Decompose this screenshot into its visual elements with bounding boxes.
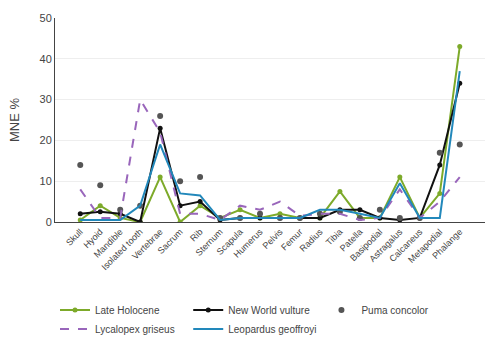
svg-text:Rib: Rib: [188, 227, 205, 244]
svg-text:Femur: Femur: [279, 227, 304, 252]
svg-text:40: 40: [40, 53, 52, 65]
svg-text:Lycalopex griseus: Lycalopex griseus: [95, 324, 175, 335]
svg-text:Metapodial: Metapodial: [406, 227, 444, 265]
svg-text:Sacrum: Sacrum: [156, 227, 185, 256]
svg-text:50: 50: [40, 12, 52, 24]
svg-text:Tibia: Tibia: [324, 227, 345, 248]
svg-text:Skull: Skull: [64, 227, 85, 248]
svg-text:Late Holocene: Late Holocene: [95, 305, 160, 316]
svg-text:New World vulture: New World vulture: [228, 305, 310, 316]
svg-text:Phalange: Phalange: [430, 227, 464, 261]
svg-text:Vertebrae: Vertebrae: [130, 227, 165, 262]
svg-text:Puma concolor: Puma concolor: [361, 305, 428, 316]
svg-text:MNE %: MNE %: [7, 98, 22, 143]
svg-text:20: 20: [40, 134, 52, 146]
svg-text:Mandible: Mandible: [92, 227, 125, 260]
svg-text:Sternum: Sternum: [194, 227, 225, 258]
svg-text:Astragalus: Astragalus: [367, 226, 404, 263]
svg-text:Humerus: Humerus: [232, 226, 265, 259]
svg-text:Isolated tooth: Isolated tooth: [99, 227, 144, 272]
svg-text:10: 10: [40, 175, 52, 187]
svg-text:Patella: Patella: [338, 227, 365, 254]
svg-text:Calcaneus: Calcaneus: [387, 226, 424, 263]
svg-text:Radius: Radius: [298, 226, 325, 253]
svg-text:Leopardus geoffroyi: Leopardus geoffroyi: [228, 324, 316, 335]
svg-text:30: 30: [40, 93, 52, 105]
svg-text:Scapula: Scapula: [215, 227, 245, 257]
svg-text:Pelvis: Pelvis: [261, 226, 285, 250]
svg-text:Hyoid: Hyoid: [81, 227, 104, 250]
svg-text:Basipodial: Basipodial: [348, 227, 384, 263]
svg-text:0: 0: [46, 216, 52, 228]
